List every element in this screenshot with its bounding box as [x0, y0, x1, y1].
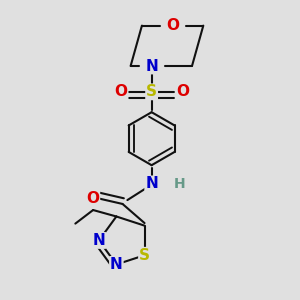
Text: N: N [93, 233, 105, 248]
Text: O: O [176, 84, 189, 99]
Text: H: H [173, 177, 185, 191]
Text: S: S [139, 248, 150, 263]
Text: N: N [110, 257, 123, 272]
Text: N: N [145, 176, 158, 191]
Text: O: O [86, 191, 99, 206]
Text: O: O [166, 18, 179, 33]
Text: N: N [145, 58, 158, 74]
Text: O: O [114, 84, 128, 99]
Text: S: S [146, 84, 157, 99]
